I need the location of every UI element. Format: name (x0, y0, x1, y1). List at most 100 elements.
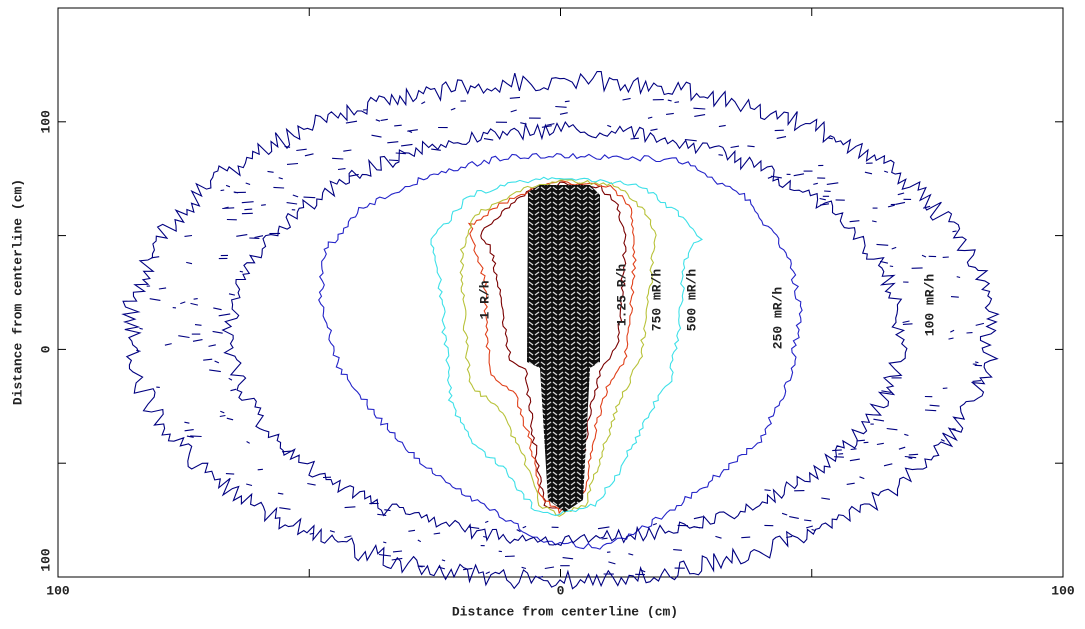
contour-fragment (165, 344, 172, 346)
contour-fragment (268, 171, 274, 172)
contour-fragment (951, 297, 959, 298)
contour-fragment (520, 123, 526, 124)
contour-fragment (438, 567, 445, 569)
contour-fragment (747, 146, 754, 147)
contour-fragment (273, 187, 284, 188)
contour-fragment (332, 158, 343, 159)
y-tick-label: 100 (38, 110, 53, 134)
contour-fragment (389, 160, 398, 161)
contour-fragment (178, 336, 189, 338)
contour-fragment (832, 450, 842, 451)
contour-fragment (952, 429, 955, 430)
contour-fragment (560, 113, 568, 115)
contour-fragment (193, 340, 203, 342)
contour-fragment (607, 125, 611, 126)
contour-fragment (261, 205, 266, 206)
contour-fragment (246, 484, 252, 486)
contour-fragment (546, 124, 554, 126)
contour-fragment (372, 135, 382, 137)
y-axis-label: Distance from centerline (cm) (10, 179, 25, 405)
contour-fragment (229, 294, 235, 295)
contour-fragment (694, 527, 701, 528)
contour-fragment (226, 185, 230, 186)
contour-fragment (213, 308, 221, 310)
contour-fragment (877, 443, 884, 444)
contour-fragment (305, 154, 314, 156)
contour-fragment (293, 195, 298, 197)
contour-fragment (731, 146, 739, 147)
contour-fragment (523, 526, 526, 528)
contour-fragment (486, 572, 490, 574)
contour-fragment (215, 361, 219, 363)
contour-fragment (344, 536, 351, 538)
contour-fragment (565, 101, 570, 102)
contour-fragment (865, 172, 872, 174)
contour-fragment (555, 107, 566, 108)
contour-fragment (285, 146, 291, 147)
contour-fragment (304, 197, 316, 198)
contour-fragment (930, 405, 940, 406)
contour-fragment (957, 277, 960, 278)
contour-fragment (631, 138, 639, 139)
contour-fragment (376, 120, 380, 122)
contour-fragment (159, 288, 166, 289)
contour-fragment (185, 430, 194, 431)
contour-fragment (221, 190, 225, 191)
contour-fragment (884, 171, 888, 172)
contour-fragment (828, 138, 833, 139)
y-tick-label: 0 (38, 345, 53, 353)
contour-fragment (685, 140, 697, 141)
x-axis-label: Distance from centerline (cm) (452, 604, 678, 619)
contour-fragment (255, 236, 264, 238)
contour-fragment (598, 527, 609, 529)
contour-fragment (136, 350, 140, 351)
contour-label: 1.25 R/h (614, 264, 629, 327)
contour-fragment (782, 513, 787, 515)
contour-fragment (651, 129, 658, 130)
contour-fragment (191, 303, 198, 305)
contour-fragment (648, 117, 652, 118)
contour-fragment (877, 244, 889, 245)
contour-fragment (246, 183, 250, 185)
contour-label: 750 mR/h (649, 269, 664, 332)
contour-fragment (975, 362, 978, 363)
contour-fragment (451, 108, 455, 110)
contour-fragment (857, 440, 865, 441)
contour-fragment (813, 183, 818, 184)
contour-fragment (150, 299, 161, 301)
contour-fragment (220, 411, 224, 413)
contour-fragment (949, 338, 954, 339)
contour-fragment (903, 324, 913, 325)
contour-fragment (219, 314, 231, 316)
contour-fragment (186, 262, 192, 263)
contour-fragment (434, 533, 440, 534)
contour-fragment (850, 221, 860, 222)
contour-fragment (673, 550, 682, 551)
contour-label: 500 mR/h (684, 269, 699, 332)
contour-fragment (393, 551, 402, 552)
contour-fragment (794, 174, 804, 176)
contour-fragment (185, 236, 193, 237)
contour-fragment (522, 567, 526, 568)
contour-fragment (909, 454, 918, 455)
contour-fragment (307, 484, 315, 486)
contour-fragment (873, 419, 884, 421)
contour-fragment (343, 150, 351, 151)
contour-fragment (953, 231, 957, 232)
contour-fragment (338, 169, 346, 170)
contour-fragment (184, 422, 189, 423)
contour-fragment (602, 538, 608, 539)
contour-fragment (484, 139, 493, 141)
contour-fragment (408, 530, 415, 531)
contour-fragment (872, 221, 877, 222)
contour-fragment (820, 204, 829, 205)
contour-fragment (244, 209, 252, 210)
x-tick-label: 0 (557, 583, 565, 598)
contour-fragment (789, 517, 799, 519)
contour-fragment (771, 176, 782, 178)
contour-label: 100 mR/h (922, 274, 937, 337)
contour-fragment (888, 205, 895, 207)
contour-fragment (213, 331, 223, 333)
contour-fragment (394, 125, 402, 126)
